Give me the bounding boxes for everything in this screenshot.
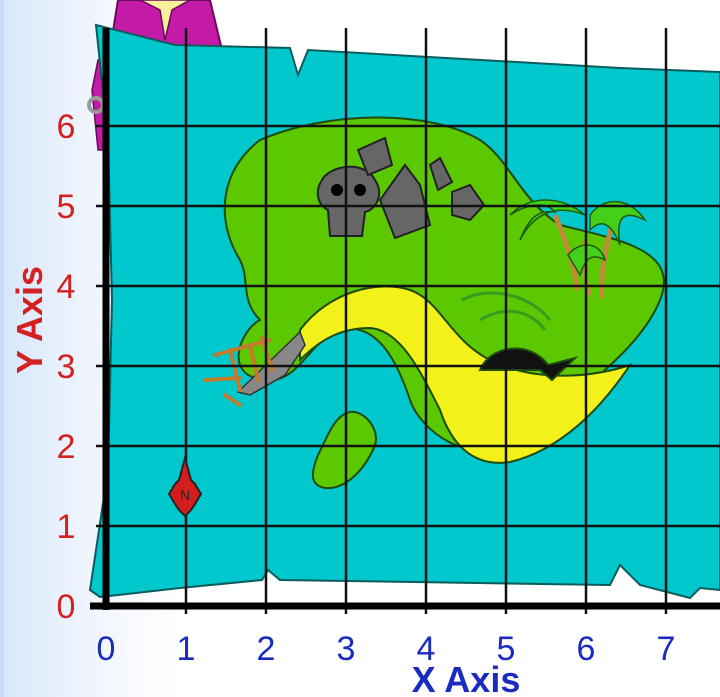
shipwreck-icon [203, 330, 306, 407]
y-tick-label: 0 [57, 588, 76, 626]
x-tick-label: 2 [257, 630, 276, 668]
y-tick-label: 4 [57, 268, 76, 306]
x-tick-label: 3 [337, 630, 356, 668]
x-tick-label: 1 [177, 630, 196, 668]
compass-rose-icon: N [167, 454, 203, 518]
y-tick-label: 1 [57, 508, 76, 546]
x-tick-label: 0 [97, 630, 116, 668]
small-island [311, 410, 377, 490]
x-axis-title: X Axis [412, 659, 521, 697]
window-edge [0, 0, 4, 697]
x-tick-label: 7 [657, 630, 676, 668]
x-tick-label: 6 [577, 630, 596, 668]
x-tick-label: 5 [497, 630, 516, 668]
x-tick-label: 4 [417, 630, 436, 668]
y-tick-label: 2 [57, 428, 76, 466]
y-tick-label: 6 [57, 108, 76, 146]
y-tick-label: 5 [57, 188, 76, 226]
beach [299, 285, 633, 464]
svg-text:N: N [180, 487, 190, 503]
grid-lines [90, 28, 720, 614]
y-axis-title: Y Axis [9, 266, 50, 374]
y-tick-label: 3 [57, 348, 76, 386]
